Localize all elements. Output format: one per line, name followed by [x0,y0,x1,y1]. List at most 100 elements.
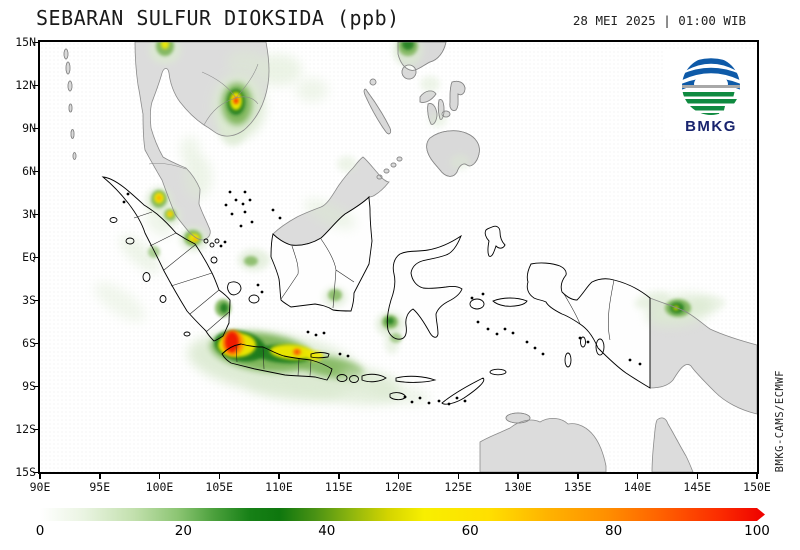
lon-tick [218,474,220,479]
lon-label: 105E [205,480,234,494]
island-speck [455,396,459,400]
so2-plume-mid [244,256,258,266]
so2-plume-pale [227,50,263,74]
lon-label: 135E [563,480,592,494]
province-borders [133,211,615,377]
island-speck [126,192,130,196]
page-title: SEBARAN SULFUR DIOKSIDA (ppb) [36,6,400,30]
so2-plume-mid [390,333,402,343]
so2-plume-pale [94,282,146,322]
island-speck [476,320,480,324]
island-speck [533,346,537,350]
so2-plume-pale [184,155,212,199]
lon-label: 110E [265,480,293,494]
so2-plume-pale [450,154,470,170]
island-speck [586,340,590,344]
island-speck [306,330,310,334]
island-speck [403,395,407,399]
colorbar-tick-label: 20 [174,523,192,539]
lat-label: 12S [15,422,36,436]
lat-label: 12N [15,78,36,92]
island-speck [447,402,451,406]
data-source-credit: BMKG-CAMS/ECMWF [774,369,786,472]
island-specks [122,190,642,406]
lat-label: 3N [22,207,36,221]
lon-tick [99,474,101,479]
so2-plume-dark [402,42,414,50]
so2-plume-pale [429,113,447,127]
island-papua-fill [527,262,650,388]
logo-blue-stripe [682,67,740,81]
so2-plume-red [295,350,299,354]
island-speck [418,396,422,400]
coastlines [63,42,757,472]
lat-label: 6S [22,336,36,350]
so2-plume-pale [337,156,357,172]
lon-label: 120E [384,480,413,494]
island-speck [250,220,254,224]
lon-tick [577,474,579,479]
colorbar-tick-label: 100 [744,523,770,539]
island-speck [243,190,247,194]
colorbar-gradient [40,508,765,521]
island-speck [271,208,275,212]
lat-label: 15S [15,465,36,479]
lon-tick [696,474,698,479]
landmass-cape-york-fill [652,417,693,472]
lon-tick [39,474,41,479]
island-speck [495,332,499,336]
indonesia-map [63,42,757,472]
so2-plume-pale [247,372,343,402]
map-canvas: BMKG [40,42,757,472]
island-speck [437,399,441,403]
lat-label: 6N [22,164,36,178]
lon-label: 145E [683,480,712,494]
island-speck [338,352,342,356]
so2-plume-pale [119,235,161,273]
so2-plume-orange [157,195,161,201]
island-speck [256,283,260,287]
logo-gray-bar [682,85,740,88]
foreign-borders [148,63,259,170]
island-speck [638,362,642,366]
so2-plume-pale [144,211,172,237]
lon-tick [278,474,280,479]
island-speck [486,327,490,331]
so2-plume-mid [328,289,342,301]
island-speck [410,400,414,404]
datetime-label: 28 MEI 2025 | 01:00 WIB [572,13,746,28]
so2-plume-pale [420,76,440,92]
so2-plume-layer [94,42,726,405]
so2-plume-pale [634,290,670,310]
so2-plume-pale [180,136,200,164]
lon-tick [457,474,459,479]
so2-plume-pale [296,78,328,102]
island-speck [241,202,245,206]
colorbar-tick-label: 40 [318,523,336,539]
bmkg-logo: BMKG [665,50,757,138]
lon-label: 115E [324,480,353,494]
island-speck [228,190,232,194]
lat-label: 3S [22,293,36,307]
island-speck [219,244,223,248]
island-speck [248,198,252,202]
island-speck [346,354,350,358]
lon-tick [338,474,340,479]
so2-plume-pale [370,383,430,405]
island-speck [541,352,545,356]
landmass-australia-fill [480,418,606,472]
so2-plume-dark [386,317,394,325]
so2-plume-orange [168,212,172,216]
so2-plume-yellow [161,42,169,49]
lon-tick [397,474,400,479]
so2-plume-pale [304,199,356,229]
lon-tick [158,474,161,479]
logo-wordmark: BMKG [685,118,737,135]
island-speck [470,296,474,300]
island-speck [224,203,228,207]
lat-label: 9N [22,121,36,135]
island-speck [525,340,529,344]
so2-plume-red [234,98,238,104]
so2-plume-pale [690,295,726,313]
